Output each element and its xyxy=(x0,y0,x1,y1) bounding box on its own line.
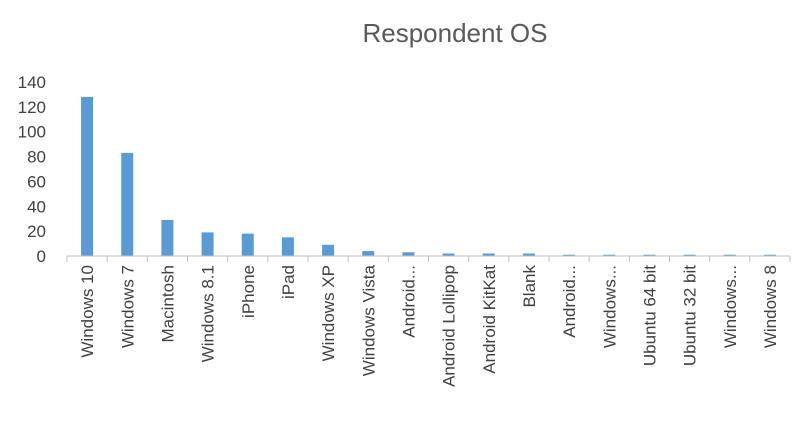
y-tick-label: 100 xyxy=(18,123,46,142)
bar xyxy=(563,254,576,256)
bar xyxy=(402,252,415,256)
y-tick-label: 0 xyxy=(37,247,46,266)
y-tick-label: 80 xyxy=(27,148,46,167)
x-category-label: Ubuntu 32 bit xyxy=(681,265,700,366)
bar xyxy=(522,253,535,256)
bar xyxy=(482,253,495,256)
bar xyxy=(322,244,335,256)
x-category-label: Windows 10 xyxy=(78,265,97,358)
bar xyxy=(723,254,736,256)
x-category-label: Windows... xyxy=(600,265,619,348)
x-category-label: Windows XP xyxy=(319,265,338,361)
bar xyxy=(201,232,214,256)
bar-series xyxy=(81,96,776,257)
x-category-label: Android... xyxy=(560,265,579,338)
bar xyxy=(362,251,375,256)
x-category-label: Blank xyxy=(520,265,539,308)
y-axis-ticks: 0 20 40 60 80 100 120 140 xyxy=(18,73,46,266)
bar xyxy=(643,254,656,256)
bar xyxy=(121,152,134,256)
x-category-label: iPhone xyxy=(239,265,258,318)
x-category-label: Windows 8.1 xyxy=(199,265,218,362)
x-category-label: Android Lollipop xyxy=(440,265,459,387)
bar xyxy=(281,237,294,256)
x-category-label: Ubuntu 64 bit xyxy=(640,265,659,366)
y-tick-label: 120 xyxy=(18,98,46,117)
x-axis-labels: Windows 10 Windows 7 Macintosh Windows 8.1 i… xyxy=(78,264,780,386)
y-tick-label: 60 xyxy=(27,172,46,191)
x-category-label: Android... xyxy=(399,265,418,338)
x-category-label: Windows Vista xyxy=(359,264,378,376)
bar xyxy=(81,96,94,257)
x-category-label: Windows... xyxy=(721,265,740,348)
bar xyxy=(683,254,696,256)
x-category-label: Windows 7 xyxy=(118,265,137,348)
y-tick-label: 140 xyxy=(18,73,46,92)
bar xyxy=(442,253,455,256)
x-category-label: Android KitKat xyxy=(480,265,499,374)
chart-title: Respondent OS xyxy=(362,18,547,48)
bar xyxy=(603,254,616,256)
x-category-label: iPad xyxy=(279,265,298,299)
x-axis xyxy=(66,255,791,262)
y-tick-label: 20 xyxy=(27,222,46,241)
x-category-label: Windows 8 xyxy=(761,265,780,348)
bar xyxy=(763,254,776,256)
bar xyxy=(241,233,254,256)
x-category-label: Macintosh xyxy=(158,265,177,342)
bar xyxy=(161,219,174,256)
y-tick-label: 40 xyxy=(27,197,46,216)
